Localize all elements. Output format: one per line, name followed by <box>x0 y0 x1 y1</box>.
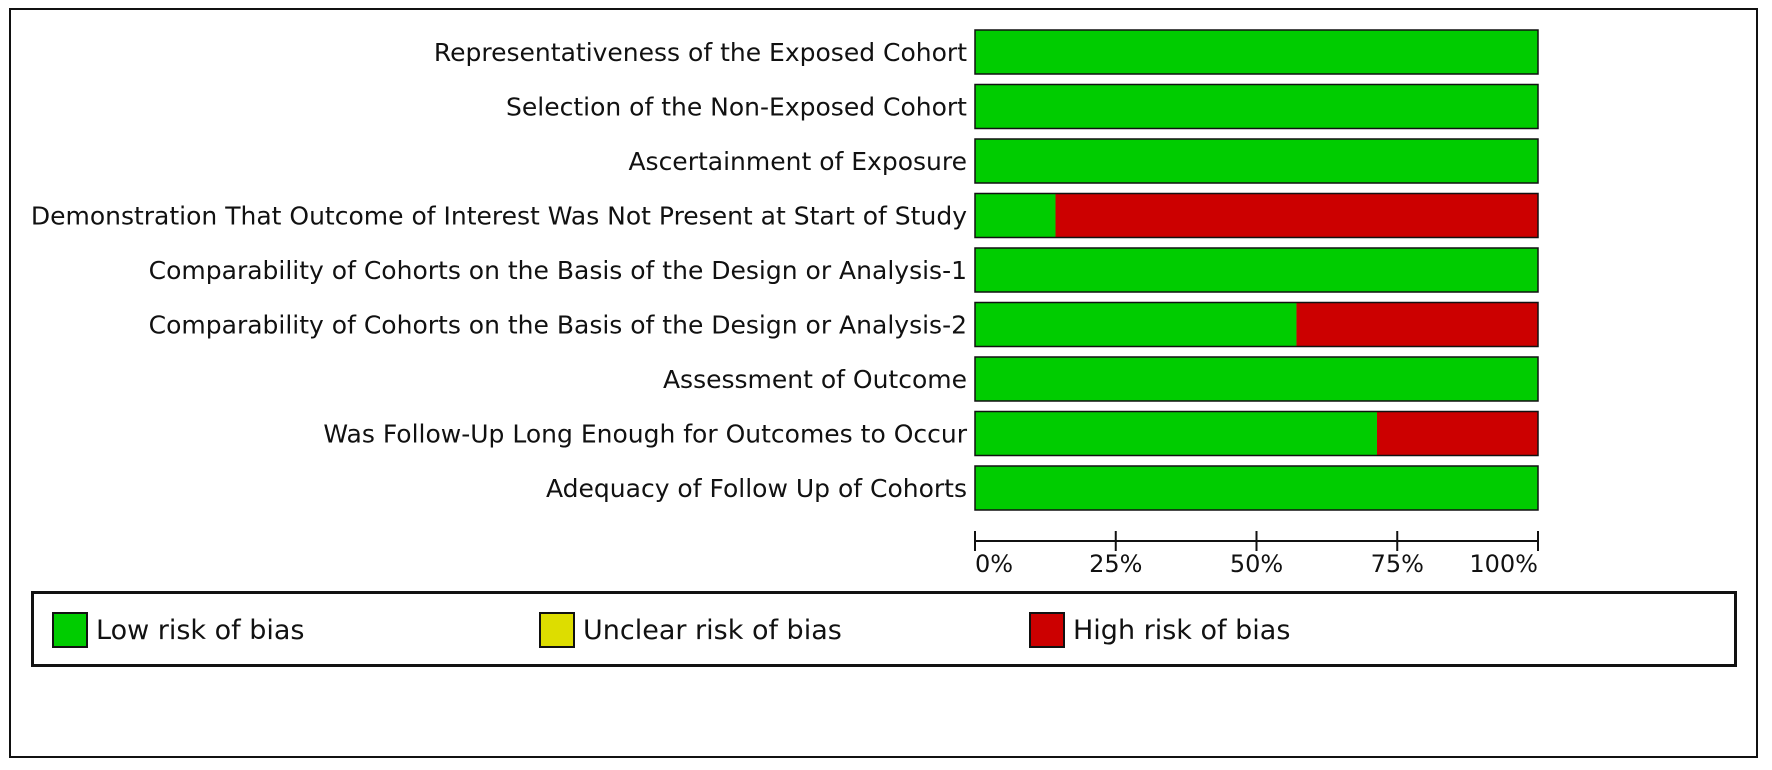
category-label: Comparability of Cohorts on the Basis of… <box>149 256 967 285</box>
bar-segment <box>1296 302 1538 347</box>
bar-row: Was Follow-Up Long Enough for Outcomes t… <box>323 410 1539 457</box>
x-tick-label: 100% <box>1469 550 1538 578</box>
bar-segment <box>1055 193 1538 238</box>
bar-outline <box>974 83 1539 130</box>
bar-row: Adequacy of Follow Up of Cohorts <box>546 465 1539 511</box>
bar-row: Assessment of Outcome <box>663 356 1539 402</box>
bar-outline <box>974 138 1539 184</box>
x-tick-label: 0% <box>975 550 1013 578</box>
bar-outline <box>974 410 1539 457</box>
bar-row: Selection of the Non-Exposed Cohort <box>506 83 1539 130</box>
bar-segment <box>975 193 1056 238</box>
category-label: Was Follow-Up Long Enough for Outcomes t… <box>323 420 967 449</box>
x-tick-label: 75% <box>1371 550 1424 578</box>
category-label: Adequacy of Follow Up of Cohorts <box>546 474 967 503</box>
category-label: Demonstration That Outcome of Interest W… <box>31 202 967 231</box>
bar-row: Demonstration That Outcome of Interest W… <box>31 192 1539 239</box>
bar-segment <box>975 302 1297 347</box>
legend-item-low: Low risk of bias <box>52 610 305 650</box>
chart-frame: Representativeness of the Exposed Cohort… <box>9 8 1758 758</box>
bar-segment <box>975 411 1377 456</box>
category-label: Comparability of Cohorts on the Basis of… <box>149 311 967 340</box>
category-label: Assessment of Outcome <box>663 365 967 394</box>
bar-row: Representativeness of the Exposed Cohort <box>434 29 1539 75</box>
bar-row: Comparability of Cohorts on the Basis of… <box>149 301 1539 348</box>
legend-swatch-low <box>52 612 88 648</box>
category-label: Selection of the Non-Exposed Cohort <box>506 93 967 122</box>
bar-segment <box>975 466 1538 510</box>
bar-segment <box>975 139 1538 183</box>
category-label: Ascertainment of Exposure <box>628 147 967 176</box>
risk-of-bias-chart: Representativeness of the Exposed Cohort… <box>31 29 1539 578</box>
bar-row: Comparability of Cohorts on the Basis of… <box>149 247 1539 293</box>
bar-segment <box>975 357 1538 401</box>
legend-label-low: Low risk of bias <box>96 614 305 646</box>
bar-outline <box>974 247 1539 293</box>
bar-segment <box>975 84 1538 129</box>
legend-swatch-high <box>1029 612 1065 648</box>
bar-row: Ascertainment of Exposure <box>628 138 1539 184</box>
legend: Low risk of bias Unclear risk of bias Hi… <box>31 591 1737 667</box>
bar-outline <box>974 29 1539 75</box>
category-label: Representativeness of the Exposed Cohort <box>434 38 967 67</box>
legend-label-unclear: Unclear risk of bias <box>583 614 842 646</box>
bar-outline <box>974 465 1539 511</box>
legend-swatch-unclear <box>539 612 575 648</box>
legend-item-unclear: Unclear risk of bias <box>539 610 842 650</box>
bar-segment <box>1376 411 1538 456</box>
legend-label-high: High risk of bias <box>1073 614 1291 646</box>
bar-outline <box>974 356 1539 402</box>
bar-segment <box>975 30 1538 74</box>
bar-segment <box>975 248 1538 292</box>
x-tick-label: 25% <box>1089 550 1142 578</box>
x-tick-label: 50% <box>1230 550 1283 578</box>
bar-outline <box>974 192 1539 239</box>
bar-outline <box>974 301 1539 348</box>
legend-item-high: High risk of bias <box>1029 610 1290 650</box>
